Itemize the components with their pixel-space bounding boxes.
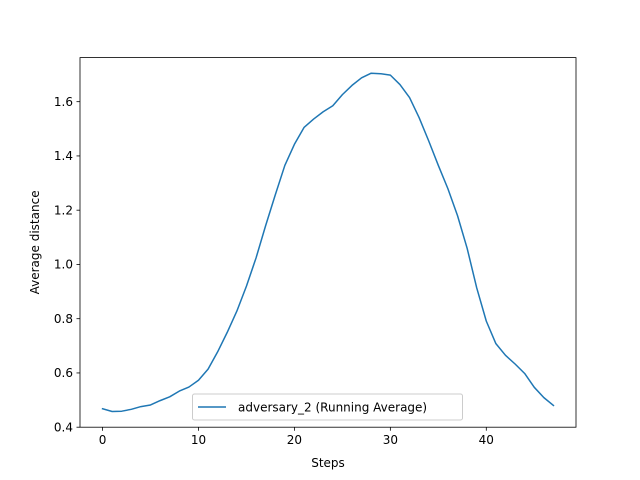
series-layer <box>101 72 555 413</box>
y-tick-label: 1.0 <box>54 258 73 272</box>
legend-label: adversary_2 (Running Average) <box>238 401 427 415</box>
x-tick-label: 10 <box>191 433 206 447</box>
y-tick-label: 1.2 <box>54 203 73 217</box>
y-tick-label: 0.6 <box>54 366 73 380</box>
x-tick-label: 20 <box>287 433 302 447</box>
x-tick-label: 40 <box>479 433 494 447</box>
x-tick-label: 30 <box>383 433 398 447</box>
y-axis-label: Average distance <box>28 190 42 294</box>
axes-frame <box>79 57 577 428</box>
axis-ticks: 0 10 20 30 40 0.4 0.6 0.8 1.0 1.2 1.4 1.6 <box>54 95 494 447</box>
x-axis-label: Steps <box>311 456 345 470</box>
series-line <box>101 72 555 413</box>
y-tick-label: 0.8 <box>54 312 73 326</box>
y-tick-label: 1.6 <box>54 95 73 109</box>
y-tick-label: 1.4 <box>54 149 73 163</box>
legend-box <box>192 393 463 421</box>
y-tick-label: 0.4 <box>54 420 73 434</box>
x-tick-label: 0 <box>99 433 107 447</box>
legend: adversary_2 (Running Average) <box>192 393 463 421</box>
